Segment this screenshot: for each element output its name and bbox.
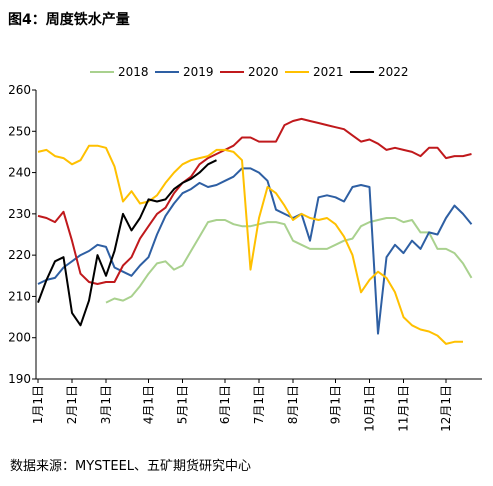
series-line — [105, 217, 473, 304]
x-tick-label: 3月1日 — [99, 385, 113, 424]
legend-label: 2019 — [183, 65, 214, 79]
x-tick-label: 6月1日 — [218, 385, 232, 424]
y-tick-label: 190 — [8, 372, 31, 386]
y-tick-label: 240 — [8, 166, 31, 180]
y-tick-label: 260 — [8, 83, 31, 97]
series-line — [37, 159, 217, 327]
series-line — [37, 144, 463, 345]
x-tick-label: 10月1日 — [363, 385, 377, 432]
y-tick-label: 210 — [8, 289, 31, 303]
x-tick-label: 11月1日 — [397, 385, 411, 432]
source-note: 数据来源：MYSTEEL、五矿期货研究中心 — [10, 458, 251, 474]
x-tick-label: 5月1日 — [176, 385, 190, 424]
legend-label: 2020 — [248, 65, 279, 79]
y-tick-label: 230 — [8, 207, 31, 221]
series-line — [37, 117, 472, 285]
legend-label: 2021 — [313, 65, 344, 79]
y-tick-label: 220 — [8, 248, 31, 262]
x-tick-label: 12月1日 — [439, 385, 453, 432]
x-tick-label: 8月1日 — [286, 385, 300, 424]
x-tick-label: 1月1日 — [31, 385, 45, 424]
legend-label: 2022 — [378, 65, 409, 79]
series-line — [37, 167, 473, 335]
y-tick-label: 250 — [8, 124, 31, 138]
y-tick-label: 200 — [8, 331, 31, 345]
x-tick-label: 9月1日 — [329, 385, 343, 424]
x-tick-label: 7月1日 — [252, 385, 266, 424]
legend-label: 2018 — [118, 65, 149, 79]
x-tick-label: 2月1日 — [65, 385, 79, 424]
chart-title: 图4：周度铁水产量 — [8, 11, 130, 28]
x-tick-label: 4月1日 — [142, 385, 156, 424]
